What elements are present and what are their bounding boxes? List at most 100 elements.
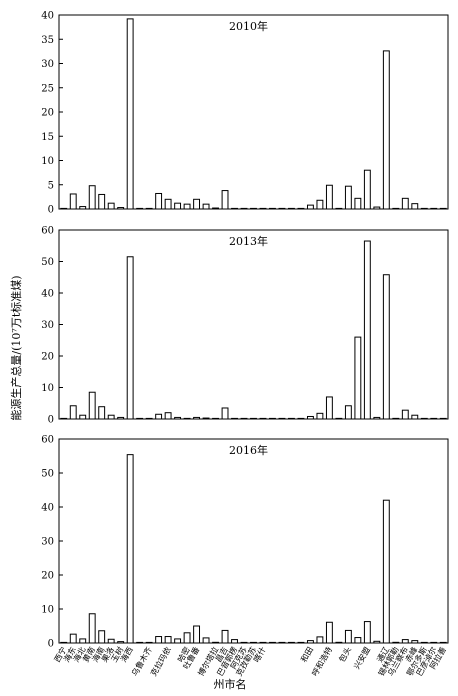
bar [392,641,400,644]
bar [288,641,295,644]
bar [363,621,371,644]
bar [126,256,134,420]
bar [69,633,77,644]
bar [221,629,229,644]
bar [240,641,248,644]
bar [259,641,267,644]
bar [363,240,371,420]
bar [155,192,163,210]
bar [88,185,96,210]
bar [136,207,144,210]
y-tick-label: 0 [48,639,54,650]
y-tick-label: 30 [41,59,54,70]
bar [316,199,324,210]
bar [174,638,182,644]
bar [316,636,324,644]
panel-title: 2016年 [229,443,268,457]
bar [335,207,343,210]
bar [439,207,447,210]
x-tick-label: 兴安盟 [351,645,372,671]
bar [88,391,96,420]
bar [193,625,201,644]
bar [193,416,201,420]
bar [117,207,125,210]
bar [221,407,229,420]
bar [325,396,333,420]
y-tick-label: 0 [48,205,54,216]
bar [155,636,163,644]
bar [240,417,248,420]
bar [297,207,305,210]
bar [60,207,68,210]
bar [278,207,286,210]
y-tick-label: 0 [48,415,54,426]
y-tick-label: 30 [41,537,54,548]
bar [107,202,115,210]
bar [392,207,400,210]
bar [411,640,419,644]
bar [420,207,428,210]
bar [344,629,352,644]
bar [420,641,428,644]
bar [439,641,447,644]
bar [221,190,229,210]
bar [79,414,87,420]
bar [88,613,96,644]
bar [335,417,343,420]
bar [60,641,68,644]
bar [240,207,248,210]
bar [164,198,172,210]
bar [306,640,314,644]
x-axis-label: 州市名 [214,677,247,691]
bar [306,204,314,210]
bar [288,207,295,210]
bar [278,417,286,420]
bar [79,638,87,644]
bar [212,207,219,210]
y-tick-label: 10 [41,383,54,394]
bar [401,639,409,644]
bar [401,409,409,420]
y-tick-label: 50 [41,257,54,268]
bar [107,638,115,644]
bar [183,632,191,644]
panel-1: 0 5 10 15 20 25 30 35 40 2010年 [41,11,449,216]
y-tick-label: 60 [41,226,54,237]
bar [107,414,115,420]
bar [145,641,153,644]
y-tick-label: 10 [41,605,54,616]
bar [202,203,210,210]
bar [69,193,77,210]
bar [231,639,238,644]
bar [183,203,191,210]
y-tick-label: 15 [41,132,54,143]
bar [430,641,438,644]
bar [145,417,153,420]
bar [250,641,257,644]
x-tick-label: 包头 [336,645,353,664]
bar [269,641,276,644]
y-tick-label: 5 [48,180,54,191]
bar [183,417,191,420]
panel-title: 2010年 [229,19,268,33]
bar [382,274,390,420]
bar [392,417,400,420]
bar [126,18,134,210]
panel-2: 0 10 20 30 40 50 60 2013年 [41,226,449,426]
bar [430,417,438,420]
bar [344,185,352,210]
bar [363,169,371,210]
bar [117,416,125,420]
bar [117,641,125,644]
panel-3: 0 10 20 30 40 50 60 2016年 [41,435,449,650]
bar [79,206,87,210]
bar [411,203,419,210]
bar [373,206,381,210]
bar [212,641,219,644]
chart-panels: 05101520253035402010年01020304050602013年0… [41,11,449,650]
y-tick-label: 60 [41,435,54,446]
y-tick-label: 40 [41,503,54,514]
panel-title: 2013年 [229,234,268,248]
